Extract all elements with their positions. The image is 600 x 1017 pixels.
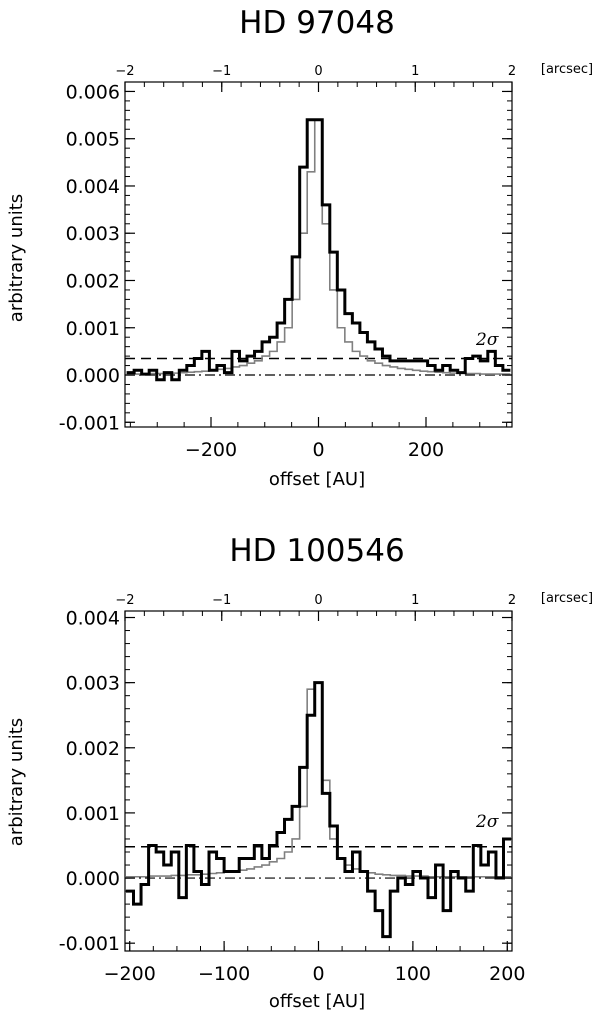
- y-axis-label: arbitrary units: [6, 194, 27, 322]
- x-tick-label: −200: [104, 963, 156, 985]
- x-tick-label: 0: [312, 439, 324, 461]
- chart-title: HD 97048: [239, 5, 395, 41]
- y-tick-label: -0.001: [59, 412, 120, 434]
- reference-lines: [125, 357, 512, 376]
- x-tick-label: −100: [198, 963, 250, 985]
- sigma-label: 2σ: [475, 812, 499, 832]
- y-tick-label: 0.003: [66, 673, 120, 695]
- y-tick-label: 0.001: [66, 803, 120, 825]
- x-tick-label: 200: [408, 439, 444, 461]
- x-axis-label: offset [AU]: [269, 469, 365, 490]
- top-tick-label: −2: [115, 593, 134, 608]
- thin-profile-line: [125, 681, 512, 878]
- x-axis-label: offset [AU]: [269, 991, 365, 1012]
- sigma-label: 2σ: [475, 330, 499, 350]
- y-axis-label: arbitrary units: [6, 718, 27, 846]
- y-tick-label: 0.003: [66, 223, 120, 245]
- thick-profile-line: [125, 681, 512, 939]
- top-axis-unit-label: [arcsec]: [541, 62, 593, 77]
- top-tick-label: −1: [212, 593, 231, 608]
- data-series: [126, 118, 511, 382]
- thin-profile-line: [126, 119, 511, 375]
- reference-lines: [125, 846, 512, 879]
- y-tick-label: 0.001: [66, 318, 120, 340]
- top-tick-label: 1: [411, 593, 419, 608]
- y-tick-label: 0.005: [66, 129, 120, 151]
- x-tick-label: 100: [395, 963, 431, 985]
- top-axis-unit-label: [arcsec]: [541, 591, 593, 606]
- panel-hd-97048: HD 97048 [arcsec] arbitrary units offset…: [6, 5, 593, 490]
- top-tick-label: 2: [508, 593, 516, 608]
- y-tick-label: 0.000: [66, 868, 120, 890]
- axes-frame: -0.001 0.000 0.001 0.002 0.003 0.004 0.005 0.00…: [59, 64, 516, 461]
- axes-frame: -0.001 0.000 0.001 0.002 0.003 0.004 −200 −100 0…: [59, 593, 526, 985]
- y-tick-label: 0.000: [66, 365, 120, 387]
- y-tick-label: 0.002: [66, 270, 120, 292]
- data-series: [125, 681, 512, 939]
- y-tick-label: -0.001: [59, 933, 120, 955]
- top-tick-label: 2: [508, 64, 516, 79]
- chart-title: HD 100546: [229, 533, 404, 569]
- x-tick-label: 0: [312, 963, 324, 985]
- top-tick-label: 0: [314, 593, 322, 608]
- y-tick-label: 0.004: [66, 176, 120, 198]
- x-tick-label: 200: [489, 963, 525, 985]
- x-tick-label: −200: [185, 439, 237, 461]
- y-tick-label: 0.002: [66, 738, 120, 760]
- top-tick-label: 0: [314, 64, 322, 79]
- top-tick-label: −2: [115, 64, 134, 79]
- panel-hd-100546: HD 100546 [arcsec] arbitrary units offse…: [6, 533, 593, 1012]
- thick-profile-line: [126, 118, 511, 382]
- top-tick-label: 1: [411, 64, 419, 79]
- top-tick-label: −1: [212, 64, 231, 79]
- plot-frame: [124, 610, 513, 952]
- y-tick-label: 0.006: [66, 81, 120, 103]
- y-tick-label: 0.004: [66, 608, 120, 630]
